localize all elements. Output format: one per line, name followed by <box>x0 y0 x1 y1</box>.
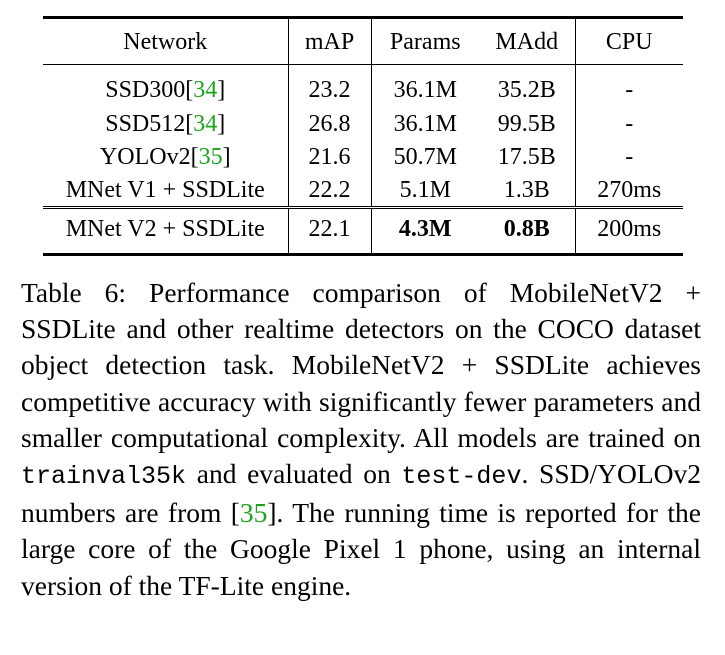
citation-link[interactable]: 34 <box>193 110 218 137</box>
cell-madd: 0.8B <box>479 206 575 255</box>
cell-network: MNet V1 + SSDLite <box>65 176 265 203</box>
caption-text: and evaluated on <box>186 458 402 490</box>
caption-text: Table 6: Performance comparison of Mobil… <box>21 277 701 453</box>
cell-map: 21.6 <box>287 140 371 173</box>
cell-cpu: - <box>574 107 683 140</box>
cell-map: 23.2 <box>287 64 371 107</box>
header-map: mAP <box>287 17 371 65</box>
header-network: Network <box>43 17 288 65</box>
cell-network: YOLOv2[35] <box>99 143 231 170</box>
cell-madd: 17.5B <box>497 143 556 170</box>
cell-params: 36.1M <box>370 64 479 107</box>
cell-map: 22.1 <box>287 206 371 255</box>
table-row: SSD512[34] 26.8 36.1M 99.5B - <box>43 107 683 140</box>
caption-code-trainval: trainval35k <box>21 462 187 492</box>
cell-map: 26.8 <box>287 107 371 140</box>
caption-text: . SSD/YOLOv2 numbers are from [ <box>21 458 701 529</box>
cell-params: 36.1M <box>370 107 479 140</box>
cell-params: 50.7M <box>370 140 479 173</box>
cell-cpu: 270ms <box>574 173 683 208</box>
caption-code-testdev: test-dev <box>401 462 522 492</box>
cell-madd: 35.2B <box>497 77 556 103</box>
cell-network: SSD512[34] <box>105 110 226 137</box>
cell-params: 4.3M <box>370 206 479 255</box>
cell-cpu: 200ms <box>574 206 683 255</box>
cell-network: MNet V2 + SSDLite <box>43 206 288 255</box>
results-table-container: Network mAP Params MAdd CPU SSD300[34] 2… <box>43 16 683 256</box>
cell-network: SSD300[34] <box>105 77 226 103</box>
header-params: Params <box>370 17 479 65</box>
table-row-highlight: MNet V2 + SSDLite 22.1 4.3M 0.8B 200ms <box>43 206 683 255</box>
citation-link[interactable]: 35 <box>198 143 223 170</box>
table-row: MNet V1 + SSDLite 22.2 5.1M 1.3B 270ms <box>43 173 683 208</box>
table-row: YOLOv2[35] 21.6 50.7M 17.5B - <box>43 140 683 173</box>
cell-cpu: - <box>574 140 683 173</box>
citation-link[interactable]: 34 <box>193 77 218 103</box>
cell-madd: 1.3B <box>503 176 550 203</box>
header-madd: MAdd <box>479 17 575 65</box>
cell-params: 5.1M <box>370 173 479 208</box>
network-name: YOLOv2 <box>99 143 191 170</box>
cell-map: 22.2 <box>287 173 371 208</box>
table-caption: Table 6: Performance comparison of Mobil… <box>21 275 701 604</box>
header-cpu: CPU <box>574 17 683 65</box>
table-header-row: Network mAP Params MAdd CPU <box>43 17 683 65</box>
citation-link[interactable]: 35 <box>239 497 268 529</box>
cell-cpu: - <box>574 64 683 107</box>
network-name: SSD300 <box>105 77 186 103</box>
cell-madd: 99.5B <box>497 110 556 137</box>
table-row: SSD300[34] 23.2 36.1M 35.2B - <box>43 64 683 107</box>
results-table: Network mAP Params MAdd CPU SSD300[34] 2… <box>43 16 683 256</box>
caption-text: ]. The running time is reported for the … <box>21 497 701 601</box>
network-name: SSD512 <box>105 110 186 137</box>
